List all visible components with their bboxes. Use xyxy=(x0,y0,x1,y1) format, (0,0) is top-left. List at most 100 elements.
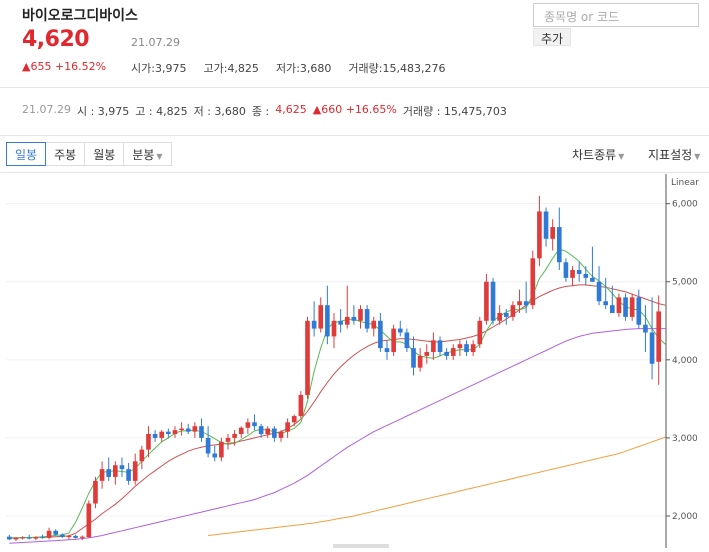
tab-minute[interactable]: 분봉 ▼ xyxy=(123,142,172,166)
candle xyxy=(378,312,383,353)
candle xyxy=(159,430,165,442)
candle-body xyxy=(252,422,257,427)
candlestick-chart-svg[interactable]: 6,000 5,000 4,000 3,000 2,000 Linear xyxy=(0,174,709,548)
candle xyxy=(73,534,78,539)
indicator-settings-dropdown[interactable]: 지표설정 ▼ xyxy=(648,146,700,163)
candle xyxy=(570,266,575,286)
candle xyxy=(278,430,284,442)
candle xyxy=(245,418,251,435)
price-chart[interactable]: 6,000 5,000 4,000 3,000 2,000 Linear xyxy=(0,174,709,548)
candle xyxy=(272,426,277,442)
stock-search-input[interactable]: 종목명 or 코드 xyxy=(533,3,699,27)
candle-body xyxy=(325,305,330,337)
candle-body xyxy=(298,394,304,417)
add-button[interactable]: 추가 xyxy=(533,28,572,46)
chart-type-dropdown[interactable]: 차트종류 ▼ xyxy=(572,146,624,163)
candle-body xyxy=(609,305,615,313)
summary-close-label: 종 : xyxy=(251,105,270,118)
candle xyxy=(417,348,423,372)
candle xyxy=(132,453,138,485)
candle xyxy=(590,246,595,282)
summary-date: 21.07.29 xyxy=(22,103,71,116)
tab-weekly[interactable]: 주봉 xyxy=(45,142,86,166)
period-tabs: 일봉 주봉 월봉 분봉 ▼ xyxy=(6,142,172,166)
candle-body xyxy=(404,332,410,349)
candle-body xyxy=(636,297,642,325)
candle xyxy=(53,529,59,536)
candle xyxy=(305,316,310,399)
chevron-down-icon: ▼ xyxy=(694,152,701,161)
candle xyxy=(503,309,509,325)
candle-body xyxy=(444,352,449,356)
candle-body xyxy=(139,449,145,462)
candle-body xyxy=(219,441,224,458)
candle-body xyxy=(371,320,377,329)
candle xyxy=(139,445,145,470)
candle xyxy=(66,534,72,540)
candle xyxy=(450,344,456,360)
candle-body xyxy=(550,227,555,239)
candle-body xyxy=(364,309,370,329)
candle-body xyxy=(238,427,244,435)
candle-body xyxy=(285,422,290,432)
candle-body xyxy=(378,320,383,349)
scrollbar-thumb[interactable] xyxy=(333,544,389,548)
candle xyxy=(358,305,363,329)
chart-grid xyxy=(6,203,666,517)
candle xyxy=(583,266,589,286)
candle-body xyxy=(26,537,32,539)
candle xyxy=(550,219,555,251)
candle-body xyxy=(185,428,191,432)
candle xyxy=(146,426,151,458)
candle-body xyxy=(212,453,218,458)
candle-body xyxy=(20,537,25,539)
candle-body xyxy=(113,465,118,477)
stat-volume: 거래량:15,483,276 xyxy=(348,62,446,75)
candle xyxy=(113,461,118,485)
candle xyxy=(40,534,45,539)
candle xyxy=(325,285,330,345)
candle xyxy=(397,320,403,337)
candle xyxy=(212,445,218,462)
candle-body xyxy=(457,344,463,349)
candle-body xyxy=(291,416,297,423)
candle-body xyxy=(649,332,655,364)
y-tick-label: 4,000 xyxy=(672,356,698,366)
scale-label: Linear xyxy=(671,178,699,188)
candle xyxy=(609,285,615,313)
candle xyxy=(6,534,12,541)
candle xyxy=(225,434,231,450)
candle xyxy=(298,391,304,419)
tab-monthly[interactable]: 월봉 xyxy=(84,142,125,166)
stat-open: 시가:3,975 xyxy=(131,62,187,75)
ma120-line xyxy=(208,436,666,536)
tab-daily[interactable]: 일봉 xyxy=(6,142,47,166)
candle-body xyxy=(258,426,264,435)
candle xyxy=(391,324,396,356)
candle-body xyxy=(437,340,443,353)
candle xyxy=(364,305,370,333)
candle xyxy=(404,328,410,353)
candle-body xyxy=(583,273,589,278)
candle xyxy=(219,437,224,462)
candle xyxy=(464,340,469,356)
candle-body xyxy=(73,535,78,538)
candle xyxy=(258,423,264,438)
candle xyxy=(424,344,430,364)
candle xyxy=(384,340,390,360)
summary-close: 4,625 xyxy=(275,103,307,116)
candle-body xyxy=(166,431,171,435)
candle-body xyxy=(517,301,522,306)
candle xyxy=(623,293,628,321)
candle xyxy=(60,533,65,538)
candle xyxy=(291,414,297,427)
candle-body xyxy=(411,348,416,368)
candle-body xyxy=(503,312,509,317)
candle xyxy=(517,289,522,313)
candle-body xyxy=(179,428,184,431)
candle-body xyxy=(450,348,456,356)
stat-low: 저가:3,680 xyxy=(275,62,332,75)
y-tick-label: 2,000 xyxy=(672,512,698,522)
candle xyxy=(643,305,648,353)
candle xyxy=(192,422,198,438)
